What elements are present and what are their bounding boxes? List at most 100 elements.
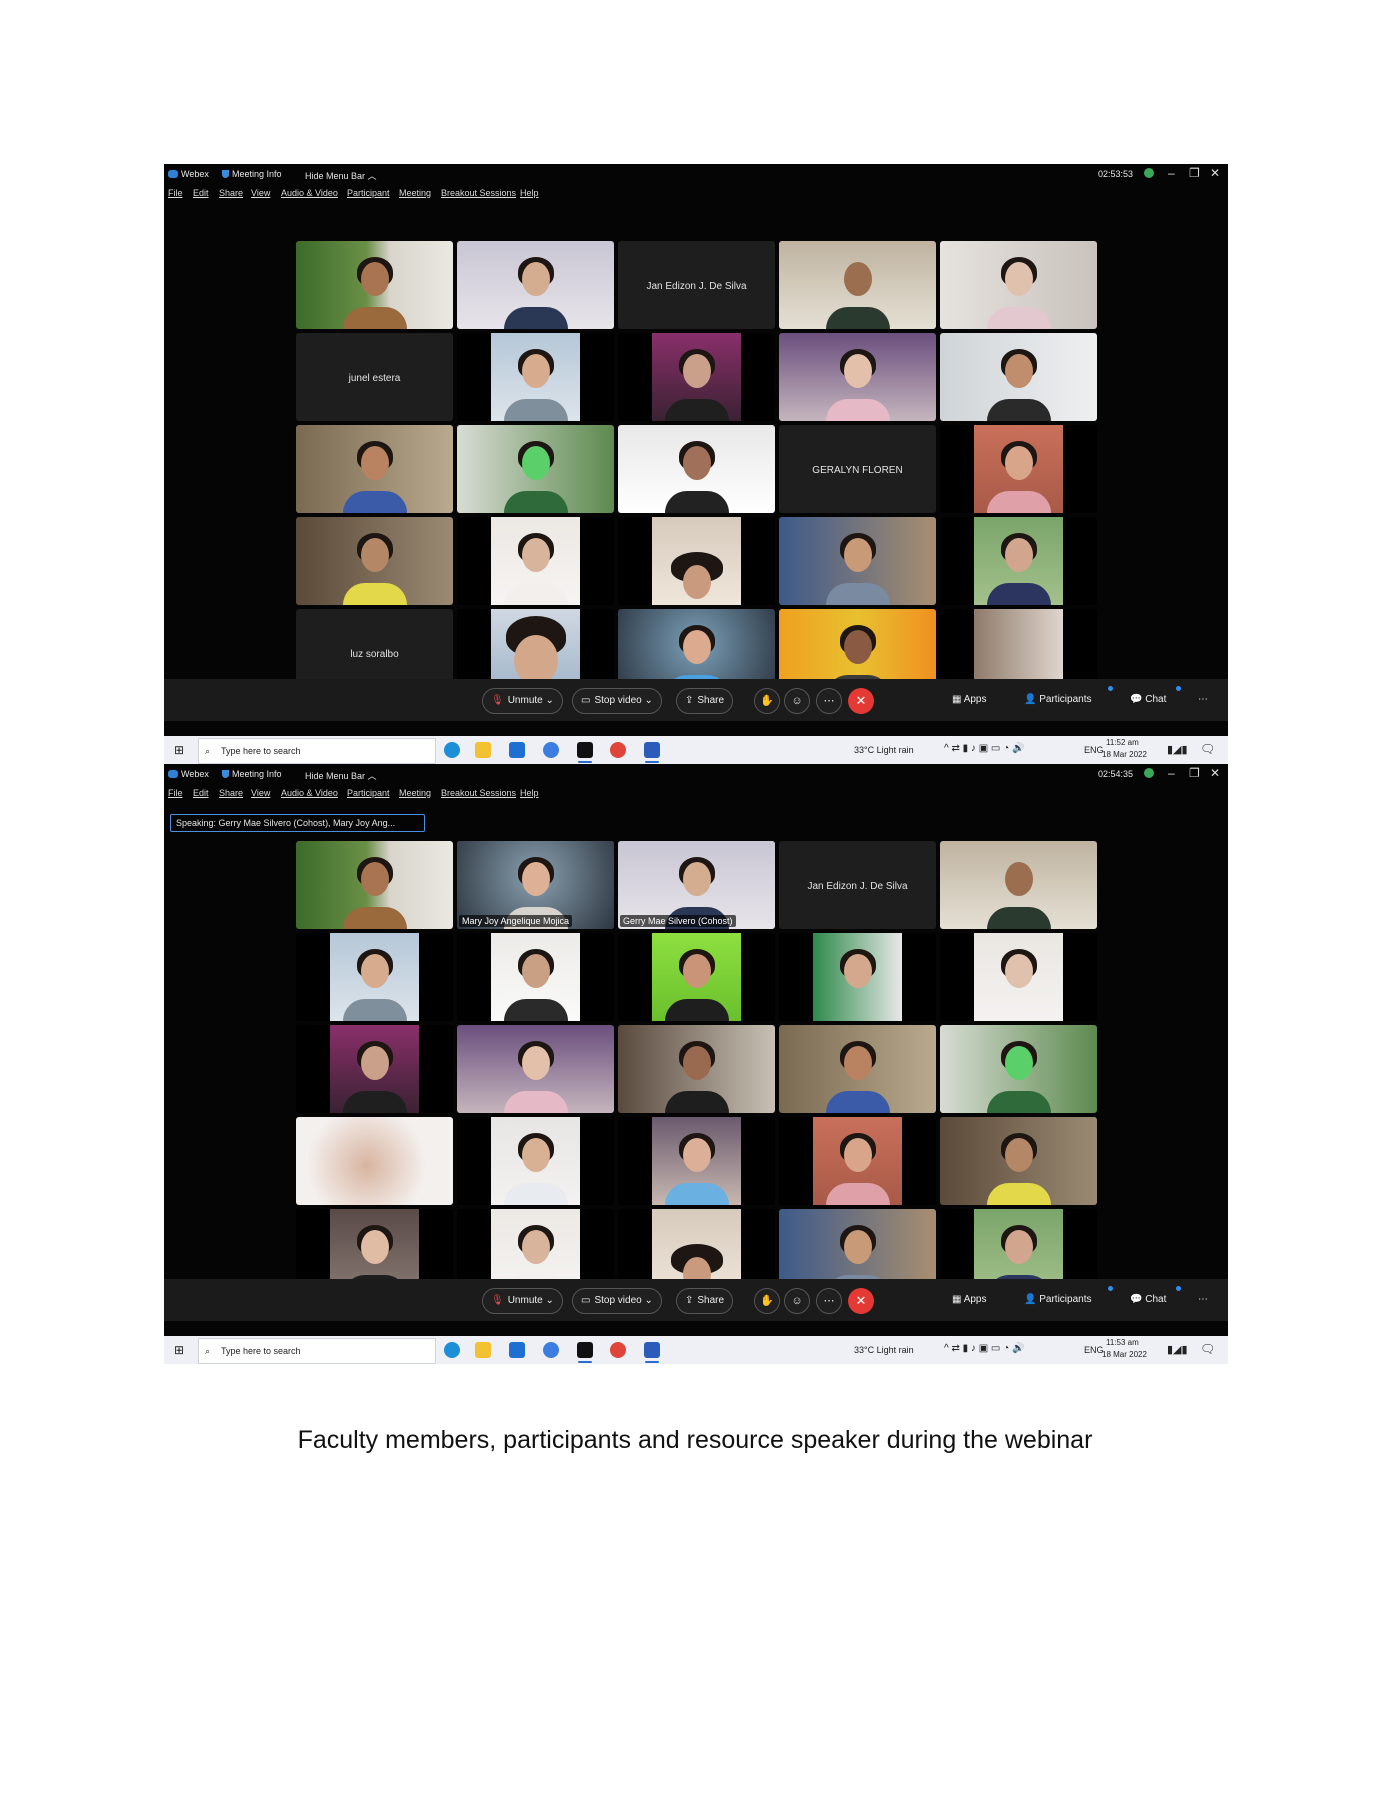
edge-browser-icon[interactable] [444, 1342, 460, 1358]
notification-center-icon[interactable]: 🗨 [1200, 742, 1216, 756]
restore-icon[interactable]: ❐ [1189, 166, 1200, 180]
participant-tile[interactable] [296, 933, 453, 1021]
hide-menu-bar-button[interactable]: Hide Menu Bar ︿ [305, 171, 377, 181]
apps-button[interactable]: ▦ Apps [952, 1294, 987, 1305]
participant-tile[interactable] [779, 517, 936, 605]
stop-video-button[interactable]: ▭ Stop video ⌄ [572, 1288, 662, 1314]
menu-share[interactable]: Share [219, 788, 244, 798]
participant-tile[interactable] [618, 933, 775, 1021]
stop-video-button[interactable]: ▭ Stop video ⌄ [572, 688, 662, 714]
menu-participant[interactable]: Participant [347, 188, 390, 198]
participant-tile[interactable]: GERALYN FLOREN [779, 425, 936, 513]
menu-edit[interactable]: Edit [193, 788, 209, 798]
more-menu-icon[interactable]: ⋯ [1198, 694, 1208, 705]
webex-app-title[interactable]: Webex [168, 169, 209, 179]
file-explorer-icon[interactable] [475, 1342, 491, 1358]
end-call-button[interactable]: ✕ [848, 1288, 874, 1314]
more-menu-icon[interactable]: ⋯ [1198, 1294, 1208, 1305]
taskbar-search[interactable]: ⌕ Type here to search [198, 1338, 436, 1364]
restore-icon[interactable]: ❐ [1189, 766, 1200, 780]
menu-view[interactable]: View [251, 788, 271, 798]
participant-tile[interactable] [296, 841, 453, 929]
participant-tile[interactable] [457, 1117, 614, 1205]
windows-start-icon[interactable]: ⊞ [174, 743, 185, 757]
participant-tile[interactable] [779, 933, 936, 1021]
chrome-browser-icon[interactable] [610, 742, 626, 758]
menu-audio-video[interactable]: Audio & Video [281, 188, 338, 198]
close-icon[interactable]: ✕ [1210, 166, 1221, 180]
menu-file[interactable]: File [168, 788, 183, 798]
edge-browser-icon[interactable] [444, 742, 460, 758]
participant-tile[interactable] [940, 425, 1097, 513]
messaging-app-icon[interactable] [543, 742, 559, 758]
raise-hand-icon[interactable]: ✋ [754, 1288, 780, 1314]
unmute-button[interactable]: 🎙 Unmute ⌄ [482, 1288, 563, 1314]
participant-tile[interactable] [940, 933, 1097, 1021]
word-icon[interactable] [644, 1342, 660, 1363]
participant-tile[interactable] [618, 425, 775, 513]
participant-tile[interactable] [618, 1117, 775, 1205]
menu-share[interactable]: Share [219, 188, 244, 198]
minimize-icon[interactable]: – [1168, 766, 1175, 780]
participant-tile[interactable] [296, 1117, 453, 1205]
participant-tile[interactable] [618, 333, 775, 421]
raise-hand-icon[interactable]: ✋ [754, 688, 780, 714]
input-language[interactable]: ENG [1084, 745, 1104, 755]
system-tray-icons[interactable]: ^ ⇄ ▮ ♪ ▣ ▭ ◔ 🔊 [944, 1343, 1025, 1354]
chrome-browser-icon[interactable] [610, 1342, 626, 1358]
taskbar-clock-time[interactable]: 11:52 am [1106, 738, 1139, 747]
reactions-icon[interactable]: ☺ [784, 1288, 810, 1314]
apps-button[interactable]: ▦ Apps [952, 694, 987, 705]
participant-tile[interactable] [457, 241, 614, 329]
share-button[interactable]: ⇪ Share [676, 1288, 734, 1314]
notification-center-icon[interactable]: 🗨 [1200, 1342, 1216, 1356]
menu-participant[interactable]: Participant [347, 788, 390, 798]
participant-tile[interactable] [457, 1025, 614, 1113]
taskbar-clock-date[interactable]: 18 Mar 2022 [1102, 750, 1147, 759]
participant-tile[interactable]: Jan Edizon J. De Silva [779, 841, 936, 929]
messaging-app-icon[interactable] [543, 1342, 559, 1358]
meeting-info-button[interactable]: Meeting Info [222, 169, 282, 179]
menu-meeting[interactable]: Meeting [399, 788, 432, 798]
file-explorer-icon[interactable] [475, 742, 491, 758]
menu-view[interactable]: View [251, 188, 271, 198]
participant-tile[interactable] [618, 1025, 775, 1113]
menu-audio-video[interactable]: Audio & Video [281, 788, 338, 798]
participant-tile[interactable] [296, 1025, 453, 1113]
participant-tile[interactable] [940, 841, 1097, 929]
system-tray-icons[interactable]: ^ ⇄ ▮ ♪ ▣ ▭ ◔ 🔊 [944, 743, 1025, 754]
participants-button[interactable]: 👤 Participants [1024, 1294, 1092, 1305]
participant-tile[interactable] [779, 333, 936, 421]
participant-tile[interactable] [296, 425, 453, 513]
participant-tile[interactable] [457, 933, 614, 1021]
menu-help[interactable]: Help [520, 188, 539, 198]
participant-tile[interactable] [940, 1025, 1097, 1113]
participant-tile[interactable] [940, 1117, 1097, 1205]
reactions-icon[interactable]: ☺ [784, 688, 810, 714]
word-icon[interactable] [644, 742, 660, 763]
menu-file[interactable]: File [168, 188, 183, 198]
chat-button[interactable]: 💬 Chat [1130, 1294, 1167, 1305]
taskbar-app-icon[interactable]: ▮◢▮ [1167, 744, 1188, 756]
participant-tile[interactable] [618, 517, 775, 605]
mail-icon[interactable] [509, 742, 525, 758]
menu-breakout-sessions[interactable]: Breakout Sessions [441, 188, 517, 198]
participant-tile[interactable] [779, 1025, 936, 1113]
taskbar-clock-time[interactable]: 11:53 am [1106, 1338, 1139, 1347]
taskbar-search[interactable]: ⌕ Type here to search [198, 738, 436, 764]
taskbar-clock-date[interactable]: 18 Mar 2022 [1102, 1350, 1147, 1359]
participant-tile-speaking[interactable]: Mary Joy Angelique Mojica [457, 841, 614, 929]
more-options-icon[interactable]: ⋯ [816, 1288, 842, 1314]
weather-widget[interactable]: 33°C Light rain [854, 745, 914, 755]
more-options-icon[interactable]: ⋯ [816, 688, 842, 714]
participant-tile[interactable] [940, 333, 1097, 421]
weather-widget[interactable]: 33°C Light rain [854, 1345, 914, 1355]
hide-menu-bar-button[interactable]: Hide Menu Bar ︿ [305, 771, 377, 781]
participant-tile[interactable] [940, 517, 1097, 605]
unmute-button[interactable]: 🎙 Unmute ⌄ [482, 688, 563, 714]
participant-tile[interactable] [457, 517, 614, 605]
participant-tile[interactable] [457, 425, 614, 513]
participant-tile[interactable] [296, 241, 453, 329]
meeting-info-button[interactable]: Meeting Info [222, 769, 282, 779]
participants-button[interactable]: 👤 Participants [1024, 694, 1092, 705]
